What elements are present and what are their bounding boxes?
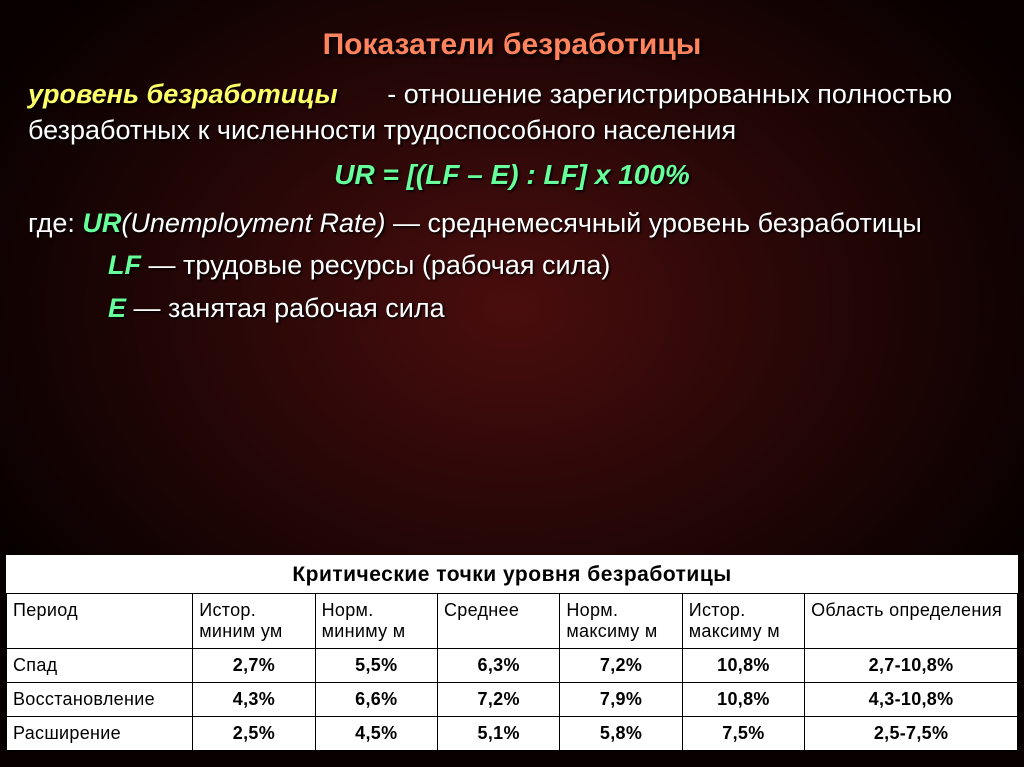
cell: 6,3% xyxy=(437,649,559,683)
table-title: Критические точки уровня безработицы xyxy=(6,555,1018,593)
formula: UR = [(LF – E) : LF] x 100% xyxy=(28,159,996,191)
cell: 7,2% xyxy=(437,683,559,717)
cell: 5,5% xyxy=(315,649,437,683)
legend-lf: LF — трудовые ресурсы (рабочая сила) xyxy=(28,247,996,283)
legend-e: E — занятая рабочая сила xyxy=(28,290,996,326)
legend-where: где: xyxy=(28,208,82,238)
slide: Показатели безработицы уровень безработи… xyxy=(0,0,1024,767)
cell: 10,8% xyxy=(682,649,804,683)
col-header: Среднее xyxy=(437,594,559,649)
cell: 2,5-7,5% xyxy=(805,717,1018,751)
cell: 7,2% xyxy=(560,649,682,683)
legend-ur-desc: — среднемесячный уровень безработицы xyxy=(386,208,922,238)
table-row: Спад 2,7% 5,5% 6,3% 7,2% 10,8% 2,7-10,8% xyxy=(7,649,1018,683)
cell: 2,5% xyxy=(193,717,315,751)
cell: 5,1% xyxy=(437,717,559,751)
legend-ur-paren: (Unemployment Rate) xyxy=(121,208,385,238)
cell: 7,9% xyxy=(560,683,682,717)
legend-ur-symbol: UR xyxy=(82,208,121,238)
cell: 10,8% xyxy=(682,683,804,717)
cell: 4,3-10,8% xyxy=(805,683,1018,717)
col-header: Область определения xyxy=(805,594,1018,649)
legend-e-desc: — занятая рабочая сила xyxy=(126,293,445,323)
row-label: Расширение xyxy=(7,717,193,751)
cell: 2,7-10,8% xyxy=(805,649,1018,683)
cell: 2,7% xyxy=(193,649,315,683)
table-row: Восстановление 4,3% 6,6% 7,2% 7,9% 10,8%… xyxy=(7,683,1018,717)
cell: 7,5% xyxy=(682,717,804,751)
definition-block: уровень безработицы - отношение зарегист… xyxy=(28,76,996,149)
col-header: Норм. максиму м xyxy=(560,594,682,649)
col-header: Истор. миним ум xyxy=(193,594,315,649)
cell: 4,3% xyxy=(193,683,315,717)
row-label: Восстановление xyxy=(7,683,193,717)
legend-lf-symbol: LF xyxy=(108,250,141,280)
legend-e-symbol: E xyxy=(108,293,126,323)
cell: 5,8% xyxy=(560,717,682,751)
definition-term: уровень безработицы xyxy=(28,79,338,109)
row-label: Спад xyxy=(7,649,193,683)
table-container: Критические точки уровня безработицы Пер… xyxy=(6,555,1018,751)
table-header-row: Период Истор. миним ум Норм. миниму м Ср… xyxy=(7,594,1018,649)
cell: 4,5% xyxy=(315,717,437,751)
col-header: Истор. максиму м xyxy=(682,594,804,649)
cell: 6,6% xyxy=(315,683,437,717)
col-header: Норм. миниму м xyxy=(315,594,437,649)
table-row: Расширение 2,5% 4,5% 5,1% 5,8% 7,5% 2,5-… xyxy=(7,717,1018,751)
critical-points-table: Период Истор. миним ум Норм. миниму м Ср… xyxy=(6,593,1018,751)
legend-ur: где: UR(Unemployment Rate) — среднемесяч… xyxy=(28,205,996,241)
legend-lf-desc: — трудовые ресурсы (рабочая сила) xyxy=(141,250,610,280)
slide-title: Показатели безработицы xyxy=(28,28,996,62)
col-header: Период xyxy=(7,594,193,649)
